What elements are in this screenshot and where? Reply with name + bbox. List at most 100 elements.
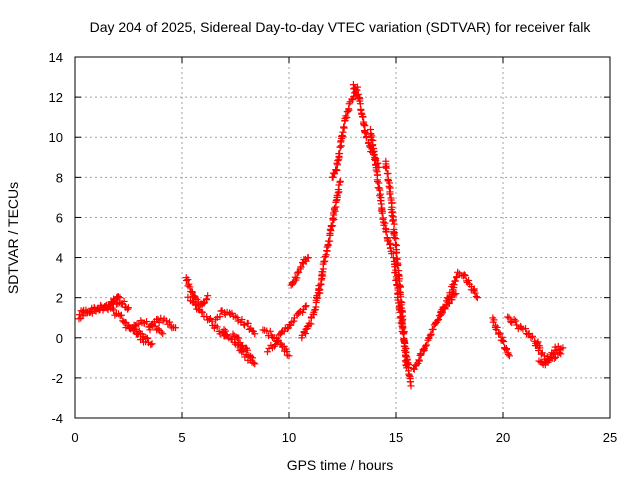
data-point: [498, 336, 506, 344]
data-point: [386, 244, 394, 252]
data-point: [429, 325, 437, 333]
x-tick-labels: 0 5 10 15 20 25: [71, 430, 617, 445]
data-point: [382, 228, 390, 236]
data-point: [452, 277, 460, 285]
data-point: [372, 166, 380, 174]
data-point: [434, 316, 442, 324]
data-point: [415, 357, 423, 365]
data-point: [290, 317, 298, 325]
data-point: [340, 124, 348, 132]
data-point: [417, 351, 425, 359]
data-point: [240, 320, 248, 328]
x-axis-label: GPS time / hours: [287, 457, 394, 473]
data-point: [529, 332, 537, 340]
data-point: [537, 350, 545, 358]
data-point: [157, 328, 165, 336]
data-point: [120, 297, 128, 305]
data-point: [283, 351, 291, 359]
data-point: [142, 334, 150, 342]
data-point: [250, 359, 258, 367]
data-point: [551, 343, 559, 351]
data-point: [295, 268, 303, 276]
data-point: [124, 305, 132, 313]
data-point: [404, 360, 412, 368]
data-point: [155, 319, 163, 327]
data-point: [400, 336, 408, 344]
data-point: [159, 330, 167, 338]
data-point: [407, 382, 415, 390]
data-point: [386, 190, 394, 198]
x-tick-label: 0: [71, 430, 78, 445]
data-point: [188, 288, 196, 296]
data-point: [238, 316, 246, 324]
data-point: [287, 321, 295, 329]
data-point: [393, 281, 401, 289]
data-point: [412, 361, 420, 369]
data-point: [233, 314, 241, 322]
data-point: [336, 143, 344, 151]
data-point: [293, 269, 301, 277]
data-point: [510, 315, 518, 323]
y-axis-label: SDTVAR / TECUs: [5, 182, 21, 294]
data-point: [249, 354, 257, 362]
data-point: [390, 233, 398, 241]
data-point: [302, 257, 310, 265]
data-point: [147, 341, 155, 349]
x-tick-label: 25: [603, 430, 617, 445]
plot-frame: [74, 56, 611, 419]
data-point: [216, 313, 224, 321]
data-point: [186, 283, 194, 291]
data-point: [283, 325, 291, 333]
data-point: [143, 318, 151, 326]
data-point: [361, 129, 369, 137]
data-point: [132, 322, 140, 330]
data-point: [188, 297, 196, 305]
data-point: [251, 330, 259, 338]
data-point: [472, 293, 480, 301]
data-point: [460, 271, 468, 279]
data-point: [504, 313, 512, 321]
data-point: [392, 235, 400, 243]
data-point: [191, 301, 199, 309]
data-point: [394, 296, 402, 304]
data-point: [228, 309, 236, 317]
data-point: [500, 338, 508, 346]
data-point: [285, 352, 293, 360]
data-point: [92, 307, 100, 315]
data-point: [373, 178, 381, 186]
data-point: [421, 342, 429, 350]
data-point: [505, 352, 513, 360]
data-point: [391, 263, 399, 271]
data-point: [342, 112, 350, 120]
data-point: [326, 237, 334, 245]
data-point: [441, 304, 449, 312]
data-point: [496, 330, 504, 338]
data-point: [332, 166, 340, 174]
data-point: [377, 197, 385, 205]
data-point: [392, 276, 400, 284]
data-point: [270, 342, 278, 350]
y-tick-label: 4: [56, 251, 63, 266]
data-point: [339, 128, 347, 136]
data-point: [328, 222, 336, 230]
data-point: [399, 328, 407, 336]
data-point: [340, 123, 348, 131]
data-point: [493, 323, 501, 331]
data-point: [502, 345, 510, 353]
data-point: [307, 320, 315, 328]
data-point: [387, 194, 395, 202]
data-point: [304, 254, 312, 262]
data-point: [111, 297, 119, 305]
data-point: [384, 169, 392, 177]
data-point: [331, 204, 339, 212]
data-point: [213, 323, 221, 331]
x-tick-label: 10: [282, 430, 296, 445]
data-point: [135, 320, 143, 328]
data-point: [220, 325, 228, 333]
data-point: [473, 294, 481, 302]
data-point: [504, 350, 512, 358]
data-point: [397, 313, 405, 321]
data-point: [182, 276, 190, 284]
data-point: [550, 355, 558, 363]
